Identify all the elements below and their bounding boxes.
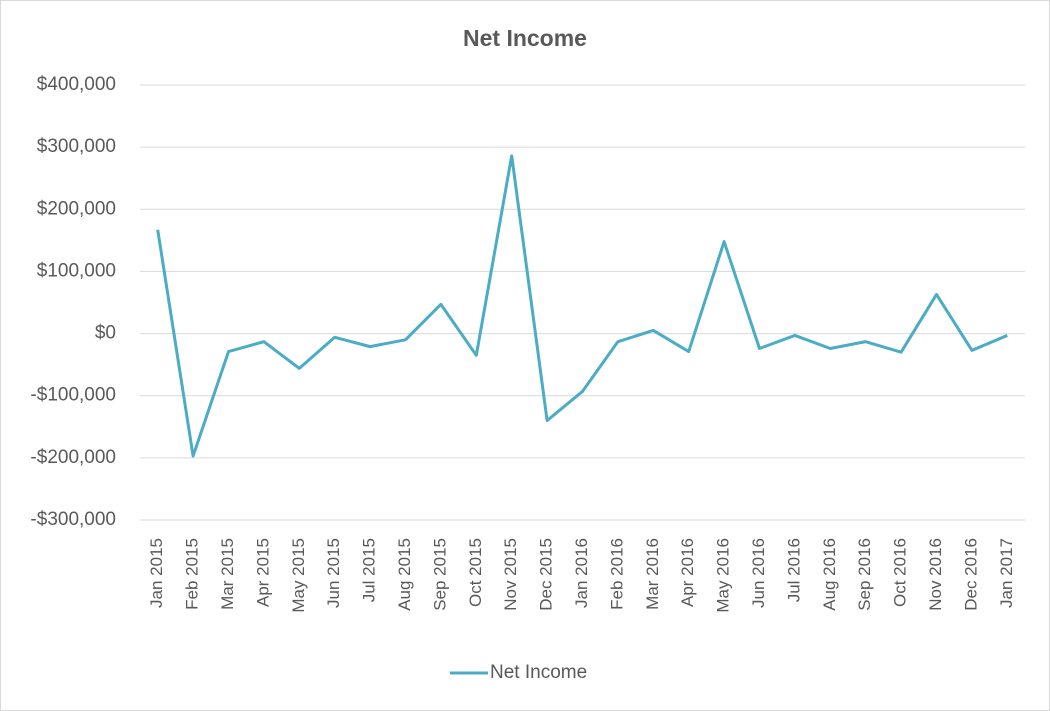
y-tick-label: $0 bbox=[95, 323, 116, 344]
x-tick-label: Dec 2016 bbox=[961, 538, 980, 611]
x-tick-label: Mar 2016 bbox=[643, 538, 662, 610]
x-tick-label: Jan 2016 bbox=[572, 538, 591, 608]
x-tick-label: Feb 2015 bbox=[183, 538, 202, 610]
y-tick-label: $400,000 bbox=[37, 74, 116, 95]
x-tick-label: Oct 2015 bbox=[466, 538, 485, 607]
x-tick-label: Sep 2016 bbox=[855, 538, 874, 611]
x-tick-label: Jan 2017 bbox=[997, 538, 1016, 608]
y-tick-label: -$300,000 bbox=[30, 509, 116, 530]
data-line bbox=[156, 154, 1008, 458]
x-tick-label: Jun 2015 bbox=[324, 538, 343, 608]
x-tick-label: Nov 2015 bbox=[501, 538, 520, 611]
y-tick-label: $100,000 bbox=[37, 260, 116, 281]
x-tick-label: Jul 2016 bbox=[784, 538, 803, 602]
x-tick-label: Apr 2016 bbox=[678, 538, 697, 607]
x-tick-label: May 2016 bbox=[714, 538, 733, 613]
x-tick-label: Aug 2015 bbox=[395, 538, 414, 611]
x-tick-label: Nov 2016 bbox=[926, 538, 945, 611]
y-tick-label: -$200,000 bbox=[30, 447, 116, 468]
y-tick-label: $200,000 bbox=[37, 198, 116, 219]
y-tick-label: $300,000 bbox=[37, 136, 116, 157]
x-tick-label: Jul 2015 bbox=[360, 538, 379, 602]
chart-title: Net Income bbox=[463, 25, 587, 51]
x-tick-label: Jan 2015 bbox=[147, 538, 166, 608]
legend-label: Net Income bbox=[490, 662, 587, 683]
x-tick-label: Aug 2016 bbox=[820, 538, 839, 611]
x-tick-label: Jun 2016 bbox=[749, 538, 768, 608]
x-tick-label: Sep 2015 bbox=[430, 538, 449, 611]
x-tick-label: Dec 2015 bbox=[537, 538, 556, 611]
x-tick-label: Mar 2015 bbox=[218, 538, 237, 610]
x-tick-label: Oct 2016 bbox=[891, 538, 910, 607]
x-tick-label: Feb 2016 bbox=[607, 538, 626, 610]
x-tick-label: May 2015 bbox=[289, 538, 308, 613]
x-tick-label: Apr 2015 bbox=[253, 538, 272, 607]
y-tick-label: -$100,000 bbox=[30, 385, 116, 406]
